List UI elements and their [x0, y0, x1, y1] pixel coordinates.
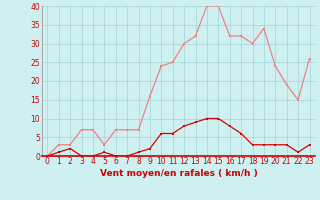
X-axis label: Vent moyen/en rafales ( km/h ): Vent moyen/en rafales ( km/h ) [100, 169, 257, 178]
